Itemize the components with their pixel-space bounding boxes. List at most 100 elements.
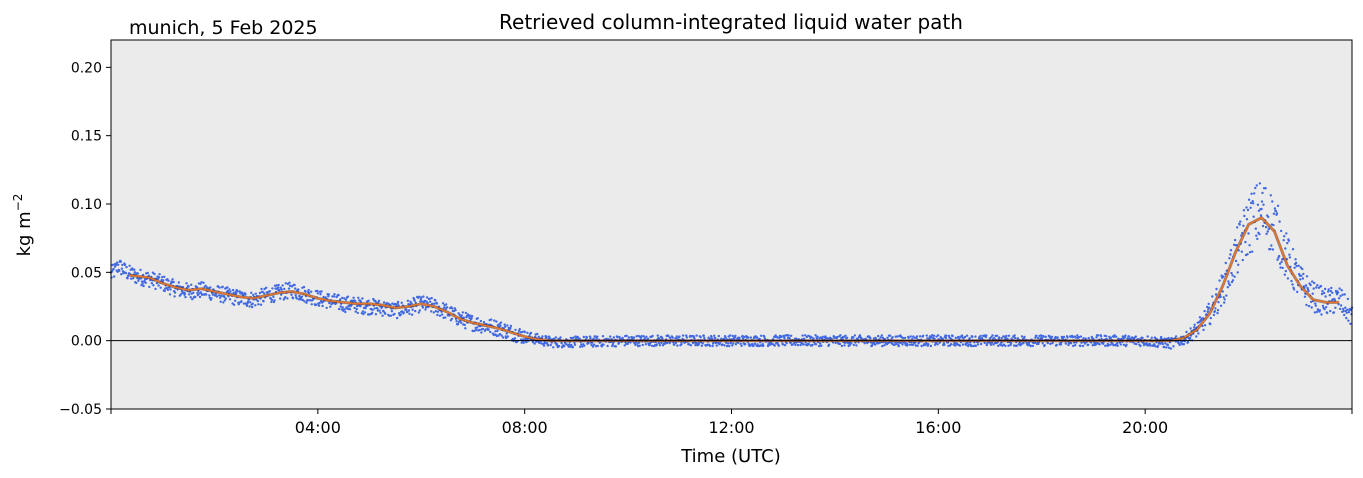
lwp-data-point: [381, 314, 384, 317]
lwp-data-point: [740, 344, 743, 347]
lwp-data-point: [1254, 186, 1257, 190]
lwp-data-point: [158, 273, 161, 276]
lwp-data-point: [1315, 310, 1319, 314]
lwp-data-point: [340, 308, 343, 311]
lwp-data-point: [1262, 203, 1265, 206]
lwp-data-point: [262, 292, 266, 295]
lwp-data-point: [1264, 225, 1268, 229]
lwp-data-point: [1023, 335, 1026, 339]
lwp-data-point: [937, 334, 940, 337]
lwp-data-point: [276, 286, 280, 289]
lwp-data-point: [1119, 343, 1123, 346]
lwp-data-point: [1285, 232, 1288, 235]
lwp-data-point: [1271, 248, 1275, 251]
lwp-data-point: [113, 265, 117, 268]
lwp-data-point: [327, 295, 330, 298]
lwp-data-point: [446, 306, 449, 309]
lwp-data-point: [140, 280, 144, 283]
lwp-data-point: [1279, 266, 1282, 269]
lwp-data-point: [552, 346, 555, 349]
lwp-data-point: [217, 294, 221, 297]
lwp-data-point: [1287, 239, 1291, 242]
lwp-data-point: [1185, 330, 1188, 334]
lwp-data-point: [954, 336, 957, 340]
lwp-data-point: [699, 336, 702, 339]
lwp-data-point: [886, 336, 889, 339]
lwp-data-point: [1256, 237, 1259, 241]
lwp-data-point: [1209, 316, 1213, 320]
lwp-data-point: [1291, 248, 1295, 251]
lwp-data-point: [804, 334, 807, 337]
lwp-data-point: [645, 335, 648, 338]
lwp-data-point: [1245, 206, 1248, 209]
lwp-data-point: [406, 299, 410, 302]
lwp-data-point: [815, 337, 819, 340]
lwp-data-point: [967, 343, 970, 346]
lwp-data-point: [1265, 232, 1268, 236]
lwp-data-point: [118, 269, 121, 272]
lwp-data-point: [280, 288, 283, 291]
lwp-data-point: [1314, 304, 1318, 307]
lwp-data-point: [1022, 341, 1025, 345]
lwp-data-point: [587, 341, 590, 345]
lwp-data-point: [246, 300, 250, 303]
lwp-data-point: [161, 276, 164, 279]
lwp-data-point: [1116, 344, 1119, 347]
lwp-data-point: [724, 336, 727, 339]
lwp-data-point: [509, 324, 513, 328]
lwp-data-point: [918, 335, 922, 338]
lwp-data-point: [1214, 293, 1218, 296]
location-date-label: munich, 5 Feb 2025: [129, 17, 318, 39]
lwp-data-point: [614, 345, 618, 348]
lwp-data-point: [723, 344, 726, 347]
lwp-data-point: [777, 344, 780, 347]
y-axis-label: kg m−2: [11, 194, 35, 257]
lwp-data-point: [283, 287, 286, 291]
lwp-data-point: [115, 263, 118, 266]
lwp-data-point: [1051, 341, 1054, 345]
lwp-data-point: [734, 343, 738, 346]
lwp-data-point: [814, 343, 818, 346]
lwp-data-point: [909, 335, 912, 338]
lwp-data-point: [812, 337, 815, 340]
lwp-data-point: [944, 336, 948, 340]
lwp-data-point: [713, 334, 716, 337]
lwp-data-point: [1227, 280, 1230, 283]
lwp-data-point: [1269, 247, 1272, 251]
lwp-data-point: [1029, 344, 1033, 348]
lwp-data-point: [278, 288, 281, 292]
lwp-data-point: [1261, 224, 1265, 228]
lwp-data-point: [294, 287, 297, 290]
plot-area: [111, 40, 1352, 409]
lwp-data-point: [794, 343, 797, 347]
lwp-data-point: [359, 305, 362, 308]
lwp-data-point: [1320, 313, 1323, 316]
lwp-data-point: [642, 335, 645, 338]
lwp-data-point: [132, 277, 135, 280]
lwp-data-point: [460, 321, 463, 324]
lwp-data-point: [1311, 280, 1314, 283]
lwp-data-point: [1039, 334, 1043, 337]
lwp-data-point: [714, 336, 717, 340]
lwp-data-point: [133, 271, 136, 274]
lwp-data-point: [545, 335, 548, 338]
lwp-data-point: [1216, 309, 1220, 312]
lwp-data-point: [291, 297, 295, 300]
lwp-data-point: [845, 336, 849, 339]
lwp-data-point: [1217, 301, 1220, 304]
lwp-data-point: [1296, 290, 1299, 294]
lwp-data-point: [836, 335, 839, 339]
lwp-data-point: [287, 287, 291, 290]
lwp-data-point: [150, 282, 154, 285]
lwp-data-point: [204, 284, 207, 287]
lwp-data-point: [384, 312, 387, 315]
lwp-data-point: [820, 344, 823, 347]
lwp-data-point: [1013, 334, 1016, 337]
lwp-data-point: [1007, 334, 1011, 337]
lwp-data-point: [543, 341, 547, 345]
lwp-data-point: [581, 345, 584, 348]
lwp-data-point: [734, 334, 737, 337]
lwp-data-point: [1275, 212, 1279, 215]
lwp-data-point: [359, 300, 363, 303]
